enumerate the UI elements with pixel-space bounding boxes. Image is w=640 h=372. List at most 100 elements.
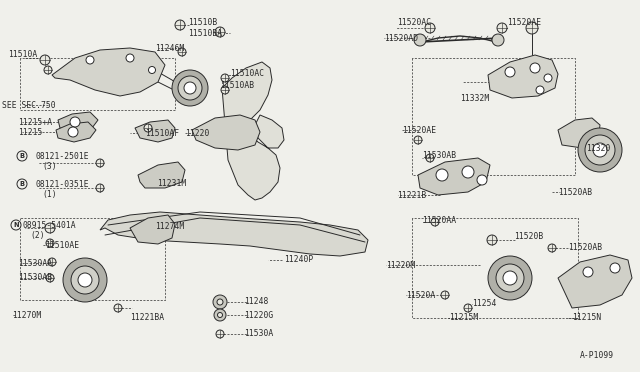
Circle shape (578, 128, 622, 172)
Text: 11520AB: 11520AB (568, 244, 602, 253)
Circle shape (48, 258, 56, 266)
Circle shape (505, 67, 515, 77)
Polygon shape (222, 62, 284, 200)
Circle shape (40, 55, 50, 65)
Circle shape (488, 256, 532, 300)
Circle shape (175, 20, 185, 30)
Circle shape (71, 266, 99, 294)
Polygon shape (130, 215, 175, 244)
Circle shape (148, 67, 156, 74)
Polygon shape (192, 115, 260, 150)
Circle shape (215, 27, 225, 37)
Circle shape (218, 312, 223, 317)
Text: 11510B: 11510B (188, 17, 217, 26)
Polygon shape (52, 48, 165, 96)
Circle shape (46, 239, 54, 247)
Circle shape (17, 151, 27, 161)
Circle shape (86, 56, 94, 64)
Text: B: B (19, 153, 24, 159)
Polygon shape (58, 112, 98, 132)
Circle shape (178, 48, 186, 56)
Circle shape (96, 159, 104, 167)
Text: A-P1099: A-P1099 (580, 350, 614, 359)
Text: 11332M: 11332M (460, 93, 489, 103)
Circle shape (217, 299, 223, 305)
Circle shape (45, 223, 55, 233)
Text: 11215N: 11215N (572, 314, 601, 323)
Text: 11231M: 11231M (157, 179, 186, 187)
Text: 11221B: 11221B (397, 190, 426, 199)
Text: 11510AE: 11510AE (45, 241, 79, 250)
Text: 11520AE: 11520AE (402, 125, 436, 135)
Text: 11246M: 11246M (155, 44, 184, 52)
Polygon shape (418, 158, 490, 195)
Circle shape (221, 74, 229, 82)
Polygon shape (138, 162, 185, 188)
Circle shape (114, 304, 122, 312)
Text: B: B (19, 181, 24, 187)
Circle shape (213, 295, 227, 309)
Text: 11220M: 11220M (386, 260, 415, 269)
Circle shape (487, 235, 497, 245)
Circle shape (497, 23, 507, 33)
Polygon shape (100, 212, 368, 256)
Text: 11510BA: 11510BA (188, 29, 222, 38)
Text: 08121-0351E: 08121-0351E (35, 180, 88, 189)
Text: 11221BA: 11221BA (130, 314, 164, 323)
Text: N: N (13, 222, 19, 228)
Text: 11510AF: 11510AF (145, 128, 179, 138)
Circle shape (530, 63, 540, 73)
Text: 11520AA: 11520AA (422, 215, 456, 224)
Text: (3): (3) (42, 161, 56, 170)
Circle shape (431, 218, 439, 226)
Circle shape (221, 86, 229, 94)
Text: (2): (2) (30, 231, 45, 240)
Circle shape (436, 169, 448, 181)
Circle shape (496, 264, 524, 292)
Circle shape (503, 271, 517, 285)
Text: 11510A: 11510A (8, 49, 37, 58)
Text: 11240P: 11240P (284, 256, 313, 264)
Circle shape (492, 34, 504, 46)
Polygon shape (135, 120, 175, 142)
Circle shape (593, 143, 607, 157)
Text: 11520AD: 11520AD (384, 33, 418, 42)
Circle shape (526, 22, 538, 34)
Circle shape (441, 291, 449, 299)
Text: 08915-5401A: 08915-5401A (22, 221, 76, 230)
Text: 11215M: 11215M (449, 314, 478, 323)
Circle shape (96, 184, 104, 192)
Circle shape (610, 263, 620, 273)
Text: 11254: 11254 (472, 299, 497, 308)
Text: 11220G: 11220G (244, 311, 273, 320)
Circle shape (126, 54, 134, 62)
Circle shape (544, 74, 552, 82)
Text: 11530AB: 11530AB (422, 151, 456, 160)
Polygon shape (558, 255, 632, 308)
Circle shape (68, 127, 78, 137)
Circle shape (216, 330, 224, 338)
Circle shape (144, 124, 152, 132)
Text: 11520B: 11520B (514, 231, 543, 241)
Text: 11530AA: 11530AA (18, 259, 52, 267)
Circle shape (464, 304, 472, 312)
Text: 11520AC: 11520AC (397, 17, 431, 26)
Text: 11520AB: 11520AB (558, 187, 592, 196)
Circle shape (44, 66, 52, 74)
Circle shape (425, 23, 435, 33)
Circle shape (536, 86, 544, 94)
Circle shape (70, 117, 80, 127)
Circle shape (585, 135, 615, 165)
Polygon shape (558, 118, 600, 148)
Circle shape (548, 244, 556, 252)
Circle shape (426, 154, 434, 162)
Text: 11215+A: 11215+A (18, 118, 52, 126)
Circle shape (17, 179, 27, 189)
Circle shape (214, 309, 226, 321)
Text: 11530A: 11530A (244, 330, 273, 339)
Polygon shape (488, 55, 558, 98)
Circle shape (78, 273, 92, 287)
Text: 11220: 11220 (185, 128, 209, 138)
Circle shape (462, 166, 474, 178)
Text: 08121-2501E: 08121-2501E (35, 151, 88, 160)
